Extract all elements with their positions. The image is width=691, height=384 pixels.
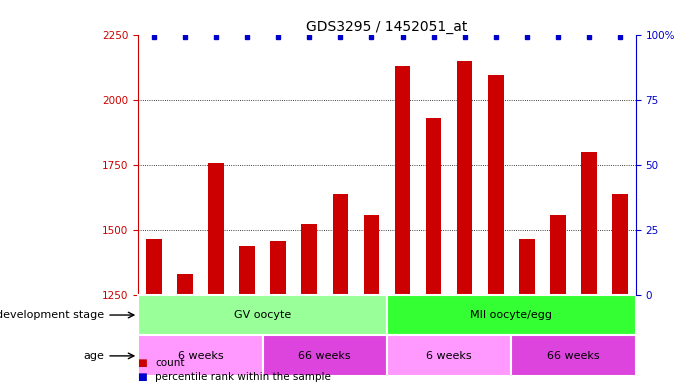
Bar — [363, 215, 379, 295]
Bar — [488, 75, 504, 295]
Bar — [387, 336, 511, 376]
Bar — [177, 274, 193, 295]
Bar — [263, 336, 387, 376]
Bar — [301, 224, 317, 295]
Bar — [138, 336, 263, 376]
Bar — [612, 194, 628, 295]
Bar — [146, 239, 162, 295]
Bar — [270, 241, 286, 295]
Bar — [457, 61, 473, 295]
Text: 6 weeks: 6 weeks — [178, 351, 223, 361]
Bar — [426, 118, 442, 295]
Bar — [550, 215, 566, 295]
Text: 66 weeks: 66 weeks — [299, 351, 351, 361]
Text: GV oocyte: GV oocyte — [234, 310, 291, 320]
Text: percentile rank within the sample: percentile rank within the sample — [155, 372, 332, 382]
Bar — [395, 66, 410, 295]
Bar — [387, 295, 636, 336]
Text: ■: ■ — [138, 372, 151, 382]
Bar — [239, 247, 255, 295]
Text: age: age — [83, 351, 104, 361]
Bar — [581, 152, 597, 295]
Bar — [208, 163, 224, 295]
Text: ■: ■ — [138, 358, 151, 368]
Bar — [138, 295, 387, 336]
Title: GDS3295 / 1452051_at: GDS3295 / 1452051_at — [306, 20, 468, 33]
Bar — [332, 194, 348, 295]
Text: 66 weeks: 66 weeks — [547, 351, 600, 361]
Text: 6 weeks: 6 weeks — [426, 351, 472, 361]
Text: count: count — [155, 358, 185, 368]
Text: development stage: development stage — [0, 310, 104, 320]
Bar — [519, 239, 535, 295]
Bar — [511, 336, 636, 376]
Text: MII oocyte/egg: MII oocyte/egg — [471, 310, 552, 320]
